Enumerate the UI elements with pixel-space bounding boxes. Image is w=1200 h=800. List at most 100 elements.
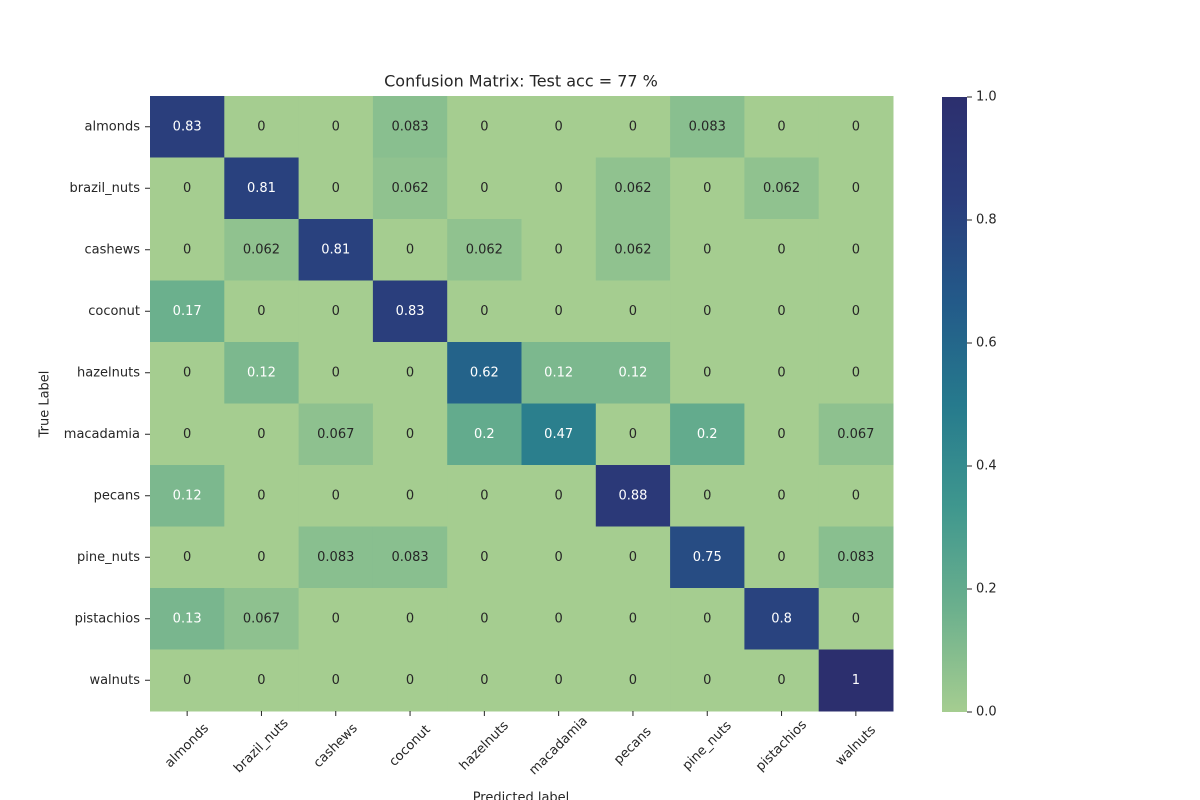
cell-label: 0.12 [618, 365, 647, 380]
heatmap-cell [372, 526, 448, 589]
heatmap-cell [521, 219, 597, 281]
x-tick-label: coconut [386, 722, 433, 769]
cell-label: 0 [257, 427, 265, 442]
heatmap-cell [224, 219, 300, 281]
cell-label: 0 [406, 365, 414, 380]
y-tick-label: pecans [94, 488, 141, 503]
heatmap-cell [224, 280, 300, 343]
heatmap-cell [744, 342, 820, 404]
cell-label: 0 [406, 611, 414, 626]
cell-label: 0 [480, 119, 488, 134]
cell-label: 0.083 [391, 550, 428, 565]
cell-label: 0 [777, 365, 785, 380]
heatmap-cell [521, 157, 597, 220]
cell-label: 0.062 [466, 242, 503, 257]
heatmap-cell [447, 588, 522, 650]
cell-label: 0 [332, 181, 340, 196]
cell-label: 0.12 [544, 365, 573, 380]
heatmap-cell [298, 403, 374, 466]
cell-label: 0.083 [689, 119, 726, 134]
cell-label: 0 [406, 427, 414, 442]
cell-label: 0.47 [544, 427, 573, 442]
cell-label: 0 [777, 242, 785, 257]
heatmap-cell [150, 219, 225, 281]
heatmap-cell [447, 280, 522, 343]
cell-label: 0 [406, 673, 414, 688]
cell-label: 0 [555, 673, 563, 688]
heatmap-cell [818, 526, 894, 589]
heatmap-cell [224, 649, 300, 712]
cell-label: 0 [183, 550, 191, 565]
cell-label: 0 [703, 365, 711, 380]
heatmap-cell [744, 403, 820, 466]
x-tick-label: hazelnuts [457, 718, 512, 773]
cell-label: 0.067 [837, 427, 874, 442]
heatmap-cell [595, 157, 671, 220]
heatmap-cell [372, 219, 448, 281]
cell-label: 0 [852, 611, 860, 626]
cell-label: 0.83 [173, 119, 202, 134]
heatmap-cell [372, 403, 448, 466]
cell-label: 0.062 [614, 242, 651, 257]
cell-label: 0 [629, 673, 637, 688]
cell-label: 0.2 [697, 427, 718, 442]
cell-label: 0 [629, 119, 637, 134]
x-tick-label: pecans [611, 724, 655, 768]
heatmap-cell [447, 649, 522, 712]
y-tick-label: cashews [84, 242, 140, 257]
cell-label: 0 [480, 304, 488, 319]
heatmap-cell [670, 342, 745, 404]
colorbar-tick-label: 0.4 [976, 459, 997, 474]
cell-label: 0 [555, 611, 563, 626]
heatmap-cell [670, 219, 745, 281]
heatmap-cell [521, 96, 597, 158]
y-tick-label: hazelnuts [77, 365, 140, 380]
heatmap-cell [521, 280, 597, 343]
cell-label: 0 [777, 119, 785, 134]
heatmap-cell [521, 403, 597, 466]
cell-label: 0 [406, 488, 414, 503]
cell-label: 0 [406, 242, 414, 257]
heatmap-cell [595, 649, 671, 712]
cell-label: 0.083 [837, 550, 874, 565]
cell-label: 0 [852, 119, 860, 134]
x-tick-label: pistachios [753, 717, 810, 774]
heatmap-cell [224, 342, 300, 404]
cell-label: 0 [257, 119, 265, 134]
y-tick-label: walnuts [89, 673, 140, 688]
cell-label: 0 [555, 119, 563, 134]
heatmap-cell [521, 588, 597, 650]
cell-label: 0.83 [396, 304, 425, 319]
cell-label: 0 [777, 304, 785, 319]
heatmap-cell [670, 649, 745, 712]
heatmap-cell [521, 649, 597, 712]
heatmap-cell [298, 157, 374, 220]
heatmap-cell [150, 280, 225, 343]
cell-label: 0 [555, 550, 563, 565]
y-tick-label: coconut [88, 304, 140, 319]
cell-label: 0 [777, 427, 785, 442]
heatmap-cell [670, 403, 745, 466]
heatmap-cell [150, 649, 225, 712]
y-tick-label: brazil_nuts [70, 181, 141, 196]
colorbar-tick-label: 0.8 [976, 213, 997, 228]
cell-label: 0 [183, 181, 191, 196]
cell-label: 0.62 [470, 365, 499, 380]
heatmap-cell [447, 219, 522, 281]
heatmap-cell [744, 465, 820, 527]
cell-label: 0 [629, 304, 637, 319]
heatmap-cell [595, 403, 671, 466]
cell-label: 0.062 [391, 181, 428, 196]
heatmap-cell [298, 96, 374, 158]
heatmap-cell [298, 649, 374, 712]
chart-title: Confusion Matrix: Test acc = 77 % [384, 72, 658, 91]
y-tick-label: almonds [85, 119, 141, 134]
cell-label: 0.2 [474, 427, 495, 442]
heatmap-cell [447, 526, 522, 589]
heatmap-cell [521, 465, 597, 527]
heatmap-cell [372, 280, 448, 343]
cell-label: 0.75 [693, 550, 722, 565]
cell-label: 0.062 [243, 242, 280, 257]
